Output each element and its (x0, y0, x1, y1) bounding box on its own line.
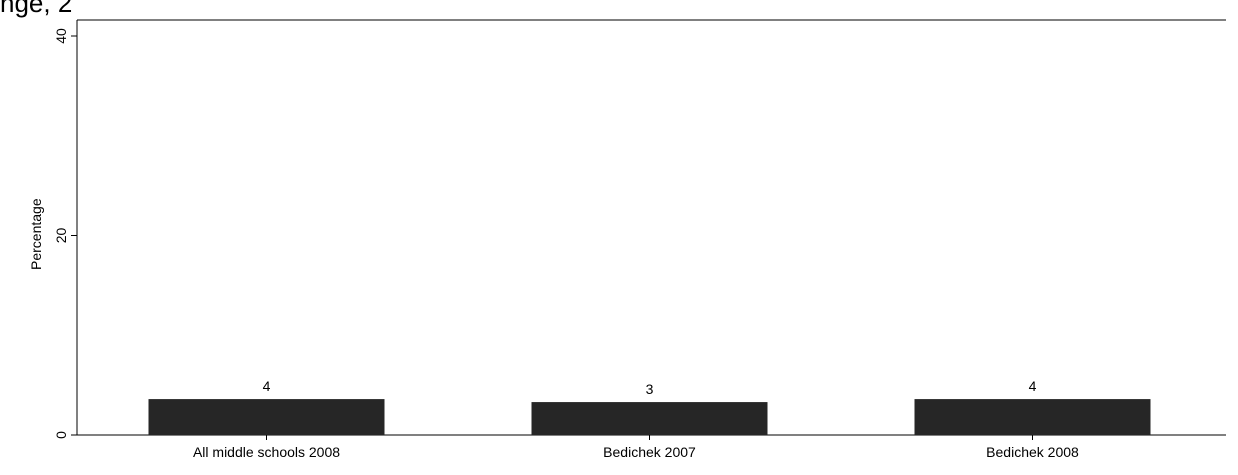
y-tick-label: 20 (53, 228, 69, 244)
y-axis-label: Percentage (28, 198, 44, 270)
category-labels: All middle schools 2008 Bedichek 2007 Bedi… (193, 435, 1079, 460)
bar-value-label: 3 (646, 381, 654, 397)
category-label: All middle schools 2008 (193, 444, 340, 460)
bars (148, 399, 1151, 435)
data-labels: 4 3 4 (263, 378, 1037, 397)
category-label: Bedichek 2007 (603, 444, 696, 460)
y-tick-label: 0 (53, 431, 69, 439)
bar (148, 399, 385, 435)
bar-value-label: 4 (1029, 378, 1037, 394)
y-tick-label: 40 (53, 28, 69, 44)
bar-value-label: 4 (263, 378, 271, 394)
y-ticks: 0 20 40 (53, 28, 77, 439)
category-label: Bedichek 2008 (986, 444, 1079, 460)
top-truncated-text: nge, 2 (0, 0, 73, 18)
bar (531, 402, 768, 435)
bar (914, 399, 1151, 435)
